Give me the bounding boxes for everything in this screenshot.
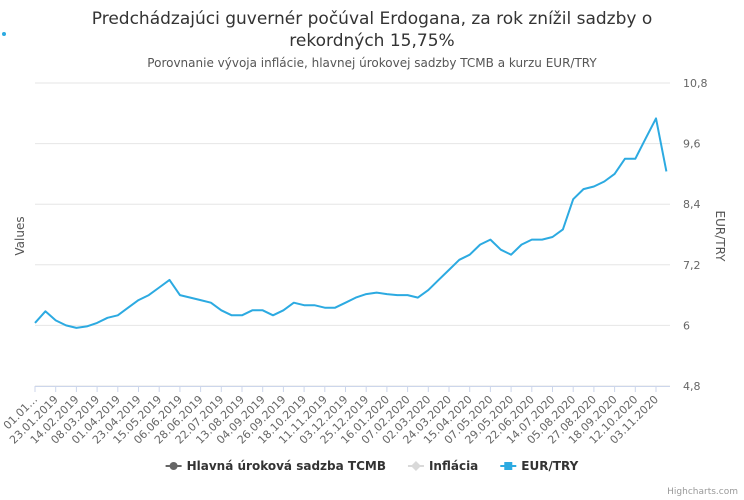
y2-tick-label: 6 — [683, 319, 690, 332]
legend-label: Inflácia — [429, 459, 478, 473]
legend-item[interactable]: Hlavná úroková sadzba TCMB — [165, 459, 386, 473]
decor-dot — [2, 32, 6, 36]
y2-axis-title: EUR/TRY — [713, 211, 727, 263]
credits[interactable]: Highcharts.com — [667, 487, 738, 497]
legend-symbol — [504, 462, 513, 470]
legend-label: Hlavná úroková sadzba TCMB — [187, 459, 386, 473]
legend-symbol — [410, 461, 421, 471]
legend-label: EUR/TRY — [521, 459, 578, 473]
y2-tick-label: 8,4 — [683, 198, 701, 211]
legend-item[interactable]: Inflácia — [407, 459, 478, 473]
chart-subtitle: Porovnanie vývoja inflácie, hlavnej úrok… — [147, 56, 597, 70]
y2-tick-label: 7,2 — [683, 259, 701, 272]
y2-tick-label: 4,8 — [683, 380, 701, 393]
line-series — [34, 117, 668, 329]
y2-tick-label: 10,8 — [683, 77, 708, 90]
chart-title: Predchádzajúci guvernér počúval Erdogana… — [92, 9, 652, 51]
legend-item[interactable]: EUR/TRY — [500, 459, 579, 473]
y-axis-title: Values — [13, 216, 27, 255]
legend-symbol — [169, 462, 178, 470]
legend: Hlavná úroková sadzba TCMB Inflácia EUR/TR… — [165, 459, 579, 473]
y2-tick-label: 9,6 — [683, 138, 701, 151]
